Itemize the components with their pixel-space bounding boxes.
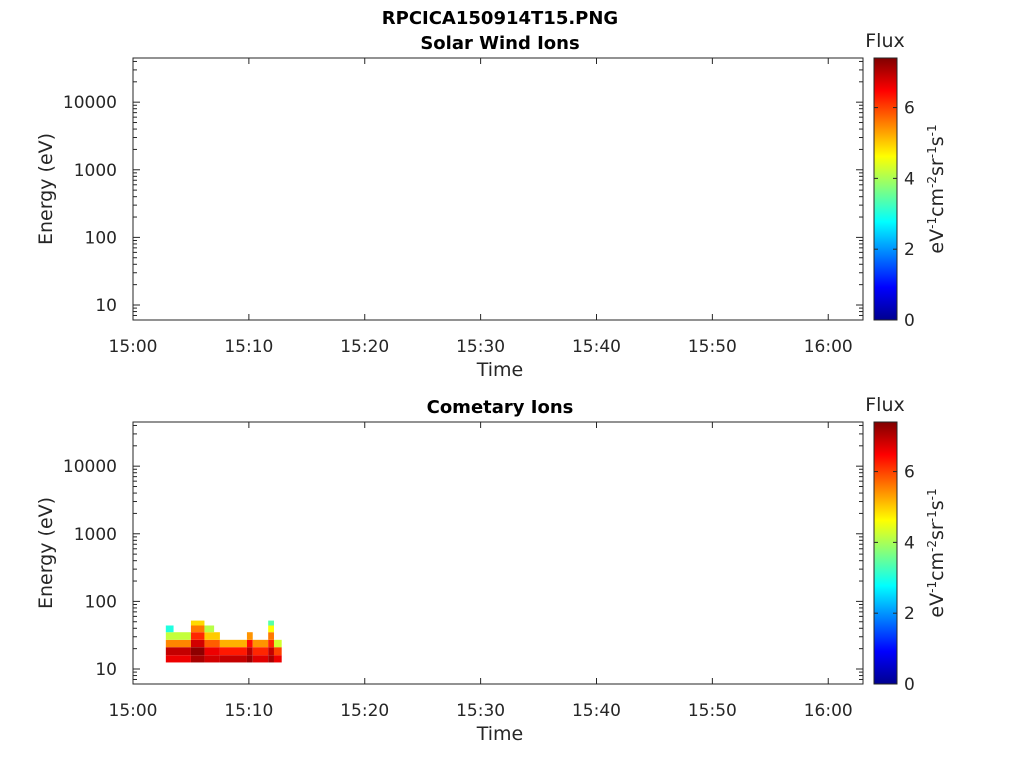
y-tick-label: 10	[95, 296, 117, 316]
x-tick-label: 15:00	[109, 701, 158, 721]
heatmap-cell	[252, 655, 269, 663]
colorbar-units: eV-1cm-2sr-1s-1	[925, 488, 948, 617]
y-tick-label: 1000	[74, 161, 117, 181]
heatmap-cell	[190, 632, 205, 640]
y-tick-label: 1000	[74, 525, 117, 545]
plot-frame	[132, 421, 864, 685]
heatmap-cell	[165, 625, 174, 633]
x-tick-label: 15:50	[688, 337, 737, 357]
colorbar-title: Flux	[865, 30, 905, 52]
heatmap-cell	[219, 639, 247, 648]
heatmap-cell	[246, 639, 253, 648]
colorbar-gradient	[873, 421, 898, 685]
colorbar-tick-label: 2	[904, 240, 915, 260]
heatmap-cell	[204, 655, 220, 663]
x-tick-label: 16:00	[804, 701, 853, 721]
colorbar-units: eV-1cm-2sr-1s-1	[925, 124, 948, 253]
heatmap-cell	[268, 632, 274, 640]
x-tick-label: 15:10	[224, 337, 273, 357]
y-tick-label: 10000	[63, 457, 117, 477]
colorbar-title: Flux	[865, 394, 905, 416]
heatmap-cell	[190, 620, 205, 626]
x-tick-label: 15:40	[572, 337, 621, 357]
y-tick-label: 10	[95, 660, 117, 680]
y-tick-label: 100	[85, 592, 117, 612]
colorbar-tick-label: 6	[904, 99, 915, 119]
x-tick-label: 15:30	[456, 701, 505, 721]
panel-title: Cometary Ions	[427, 397, 574, 418]
x-tick-label: 15:00	[109, 337, 158, 357]
heatmap-cell	[165, 647, 191, 656]
heatmap-cell	[190, 625, 205, 633]
colorbar-tick-label: 4	[904, 169, 915, 189]
heatmap-cell	[268, 647, 274, 656]
colorbar-ticks: 0 2 4 6	[874, 463, 915, 695]
heatmap-cell	[204, 625, 215, 633]
plot-frame	[132, 57, 864, 321]
colorbar: 0 2 4 6 Flux eV-1cm-2sr-1s-1	[865, 394, 948, 695]
heatmap-cell	[252, 647, 269, 656]
heatmap-cell	[273, 639, 282, 648]
x-tick-label: 15:50	[688, 701, 737, 721]
y-axis-ticks: 10 100 1000 10000	[63, 60, 863, 321]
x-axis-ticks: 15:00 15:10 15:20 15:30 15:40 15:50 16:00	[109, 58, 853, 357]
heatmap-cell	[204, 647, 220, 656]
colorbar-gradient	[873, 57, 898, 321]
y-axis-label: Energy (eV)	[35, 133, 57, 245]
heatmap-cell	[246, 655, 253, 663]
heatmap-cells	[165, 620, 282, 663]
panel-cometary-ions: Cometary Ions 15:00 15:10 15:20 15:30 15:40 1…	[35, 394, 948, 745]
colorbar-tick-label: 6	[904, 463, 915, 483]
x-axis-label: Time	[476, 359, 524, 381]
x-tick-label: 15:20	[340, 337, 389, 357]
x-tick-label: 15:40	[572, 701, 621, 721]
heatmap-cell	[219, 647, 247, 656]
y-axis-label: Energy (eV)	[35, 497, 57, 609]
heatmap-cell	[165, 632, 191, 640]
heatmap-cell	[268, 639, 274, 648]
colorbar-tick-label: 0	[904, 675, 915, 695]
y-tick-label: 10000	[63, 93, 117, 113]
heatmap-cell	[204, 632, 220, 640]
heatmap-cell	[190, 655, 205, 663]
x-tick-label: 15:20	[340, 701, 389, 721]
heatmap-cell	[273, 655, 282, 663]
heatmap-cell	[268, 620, 274, 626]
heatmap-cell	[268, 625, 274, 633]
y-axis-ticks: 10 100 1000 10000	[63, 424, 863, 685]
colorbar-tick-label: 2	[904, 604, 915, 624]
heatmap-cell	[219, 655, 247, 663]
x-tick-label: 16:00	[804, 337, 853, 357]
heatmap-cell	[190, 639, 205, 648]
heatmap-cell	[246, 632, 253, 640]
colorbar-tick-label: 4	[904, 533, 915, 553]
colorbar: 0 2 4 6 Flux eV-1cm-2sr-1s-1	[865, 30, 948, 331]
y-tick-label: 100	[85, 228, 117, 248]
colorbar-ticks: 0 2 4 6	[874, 99, 915, 331]
heatmap-cell	[204, 639, 220, 648]
heatmap-cell	[252, 639, 269, 648]
figure-title: RPCICA150914T15.PNG	[382, 8, 618, 29]
heatmap-cell	[273, 647, 282, 656]
heatmap-cell	[268, 655, 274, 663]
x-tick-label: 15:10	[224, 701, 273, 721]
heatmap-cell	[246, 647, 253, 656]
colorbar-tick-label: 0	[904, 311, 915, 331]
x-axis-label: Time	[476, 723, 524, 745]
panel-solar-wind-ions: Solar Wind Ions 15:00 15:10 15:20 15:30 15:4…	[35, 30, 948, 381]
heatmap-cell	[165, 655, 191, 663]
heatmap-cell	[165, 639, 191, 648]
x-tick-label: 15:30	[456, 337, 505, 357]
panel-title: Solar Wind Ions	[420, 33, 579, 54]
heatmap-cell	[190, 647, 205, 656]
x-axis-ticks: 15:00 15:10 15:20 15:30 15:40 15:50 16:00	[109, 422, 853, 721]
